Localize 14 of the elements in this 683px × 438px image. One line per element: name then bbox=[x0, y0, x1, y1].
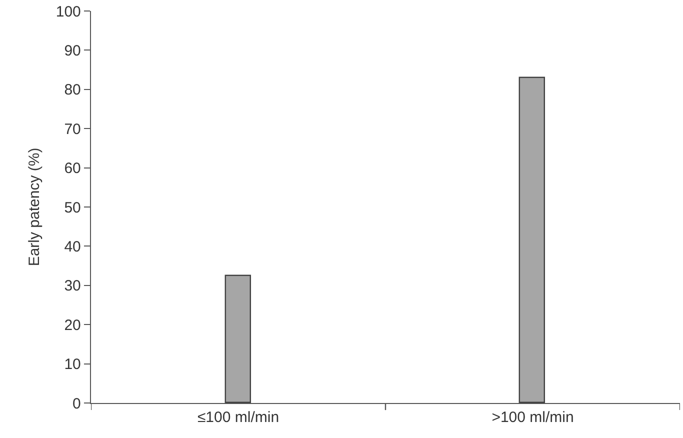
y-tick-label: 60 bbox=[64, 160, 81, 178]
y-tick-label: 70 bbox=[64, 120, 81, 138]
y-tick-label: 100 bbox=[56, 3, 81, 20]
x-tick-label: ≤100 ml/min bbox=[197, 409, 280, 426]
y-tick-label: 40 bbox=[64, 238, 81, 256]
y-tick-label: 30 bbox=[64, 278, 81, 295]
y-tick-label: 80 bbox=[64, 82, 81, 99]
y-tick-label: 20 bbox=[64, 316, 81, 334]
y-tick-label: 10 bbox=[64, 356, 81, 374]
y-axis-title: Early patency (%) bbox=[26, 148, 44, 266]
y-tick-label: 0 bbox=[72, 395, 81, 412]
y-tick-label: 90 bbox=[64, 42, 81, 60]
y-tick-label: 50 bbox=[64, 199, 81, 216]
x-tick-label: >100 ml/min bbox=[492, 409, 574, 426]
